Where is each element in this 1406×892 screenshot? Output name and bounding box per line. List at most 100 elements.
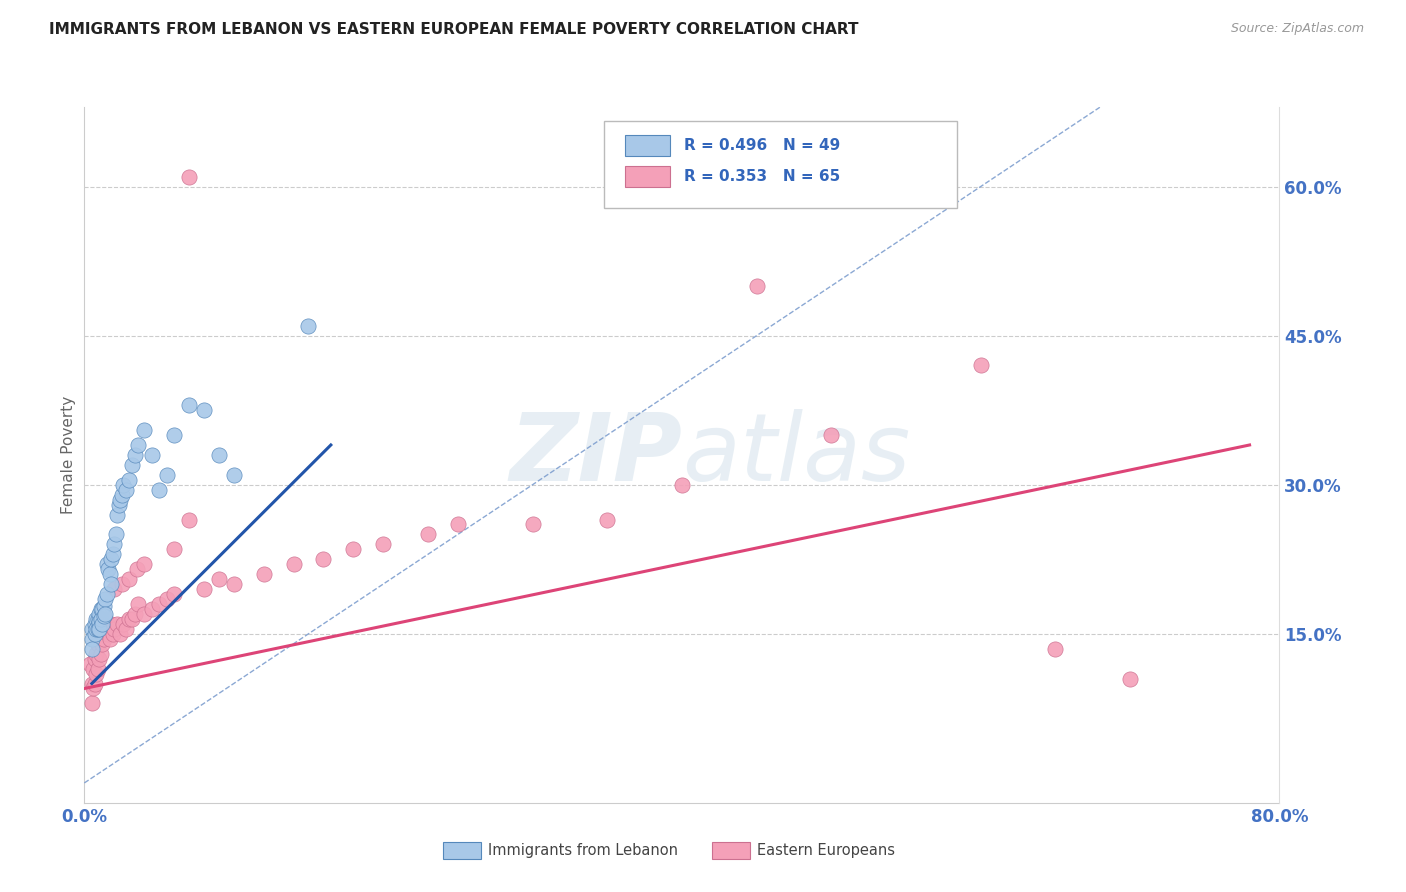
Point (177, 512, 200, 526)
Point (83, 616, 105, 631)
Point (253, 567, 276, 582)
Point (93, 599, 115, 613)
Point (208, 448, 231, 462)
Point (110, 492, 132, 507)
Point (111, 488, 134, 502)
Point (745, 279, 768, 293)
Point (93, 616, 115, 631)
FancyBboxPatch shape (711, 842, 749, 859)
Text: R = 0.353   N = 65: R = 0.353 N = 65 (685, 169, 841, 184)
Point (93, 632, 115, 646)
Text: IMMIGRANTS FROM LEBANON VS EASTERN EUROPEAN FEMALE POVERTY CORRELATION CHART: IMMIGRANTS FROM LEBANON VS EASTERN EUROP… (49, 22, 859, 37)
Point (103, 537, 125, 551)
Point (104, 527, 127, 541)
Point (80, 676, 103, 690)
Text: ZIP: ZIP (509, 409, 682, 501)
Point (111, 577, 134, 591)
Point (115, 483, 138, 497)
Point (103, 622, 125, 636)
Point (89, 632, 111, 646)
FancyBboxPatch shape (624, 135, 671, 156)
Point (96, 558, 118, 572)
Point (1045, 641, 1067, 656)
Text: Source: ZipAtlas.com: Source: ZipAtlas.com (1230, 22, 1364, 36)
Point (132, 423, 156, 437)
Point (283, 558, 305, 572)
Text: Eastern Europeans: Eastern Europeans (758, 843, 896, 857)
Point (193, 403, 215, 417)
Point (121, 458, 143, 472)
Point (87, 662, 110, 676)
Point (90, 602, 112, 616)
Text: R = 0.496   N = 49: R = 0.496 N = 49 (685, 137, 841, 153)
Point (148, 597, 170, 611)
Point (97, 627, 120, 641)
Point (163, 428, 186, 442)
Point (105, 616, 128, 631)
Point (596, 512, 619, 526)
Point (163, 542, 186, 557)
Point (96, 622, 118, 636)
Point (110, 627, 132, 641)
Point (112, 616, 135, 631)
Point (86, 622, 108, 636)
Point (118, 612, 141, 626)
Point (98, 632, 121, 646)
Point (297, 318, 319, 333)
Point (83, 627, 105, 641)
Point (87, 637, 110, 651)
Point (141, 602, 163, 616)
Point (80, 697, 103, 711)
Point (447, 517, 470, 532)
Text: atlas: atlas (682, 409, 910, 500)
FancyBboxPatch shape (605, 121, 957, 208)
Point (177, 169, 200, 184)
Point (94, 592, 117, 607)
Point (91, 637, 114, 651)
Point (124, 607, 146, 621)
Point (89, 607, 111, 621)
Point (970, 359, 993, 373)
Point (80, 641, 103, 656)
Point (107, 498, 129, 512)
Point (91, 622, 114, 636)
Point (89, 651, 111, 665)
Point (94, 607, 117, 621)
Point (91, 616, 114, 631)
Point (86, 612, 108, 626)
Point (222, 467, 245, 482)
Point (132, 558, 156, 572)
Point (112, 477, 135, 491)
Point (98, 567, 121, 582)
Point (83, 651, 105, 665)
FancyBboxPatch shape (624, 166, 671, 187)
Point (671, 477, 693, 491)
Point (148, 483, 170, 497)
Point (105, 508, 128, 522)
Point (124, 448, 146, 462)
Point (127, 438, 149, 452)
Point (94, 612, 117, 626)
Point (373, 537, 395, 551)
Point (87, 622, 110, 636)
Point (522, 517, 544, 532)
Point (101, 547, 124, 561)
Point (820, 428, 842, 442)
FancyBboxPatch shape (443, 842, 481, 859)
Point (1119, 672, 1142, 686)
Point (103, 582, 125, 596)
Point (193, 582, 215, 596)
Point (163, 587, 186, 601)
Point (115, 622, 138, 636)
Point (125, 562, 148, 576)
Point (87, 612, 110, 626)
Point (208, 572, 231, 586)
Point (90, 647, 112, 661)
Point (101, 627, 124, 641)
Point (91, 602, 114, 616)
Point (118, 572, 141, 586)
Y-axis label: Female Poverty: Female Poverty (60, 396, 76, 514)
Point (86, 647, 108, 661)
Point (222, 577, 245, 591)
Point (312, 552, 335, 566)
